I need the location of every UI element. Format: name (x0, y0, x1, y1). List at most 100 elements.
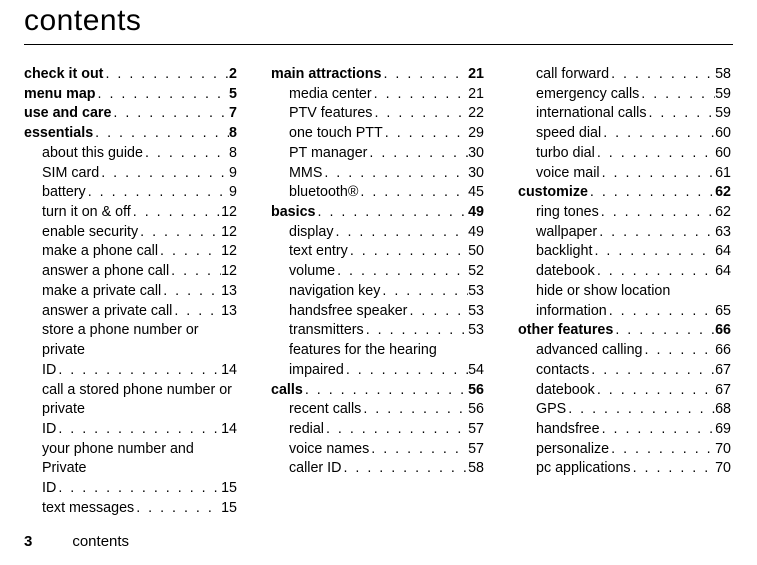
toc-page: 59 (715, 104, 731, 124)
toc-page: 21 (468, 85, 484, 105)
toc-entry[interactable]: PTV features. . . . . . . . . . . . . . … (271, 104, 484, 124)
toc-label: answer a phone call (24, 262, 169, 282)
toc-entry[interactable]: menu map. . . . . . . . . . . . . . . . … (24, 85, 237, 105)
toc-label: text messages (24, 499, 134, 519)
toc-page: 14 (221, 361, 237, 381)
toc-entry[interactable]: emergency calls. . . . . . . . . . . . .… (518, 85, 731, 105)
toc-leader: . . . . . . . . . . . . . . . . . . . . … (334, 223, 469, 243)
toc-entry[interactable]: your phone number and Private (24, 440, 237, 479)
toc-entry[interactable]: hide or show location (518, 282, 731, 302)
toc-entry[interactable]: turbo dial. . . . . . . . . . . . . . . … (518, 144, 731, 164)
toc-label: handsfree (518, 420, 600, 440)
toc-col-1: check it out. . . . . . . . . . . . . . … (24, 65, 237, 519)
toc-entry[interactable]: media center. . . . . . . . . . . . . . … (271, 85, 484, 105)
toc-page: 66 (715, 321, 731, 341)
toc-page: 2 (229, 65, 237, 85)
toc-entry[interactable]: main attractions. . . . . . . . . . . . … (271, 65, 484, 85)
toc-label: hide or show location (518, 282, 670, 302)
toc-page: 56 (468, 400, 484, 420)
toc-entry[interactable]: datebook. . . . . . . . . . . . . . . . … (518, 262, 731, 282)
toc-page: 7 (229, 104, 237, 124)
toc-entry[interactable]: calls. . . . . . . . . . . . . . . . . .… (271, 381, 484, 401)
toc-leader: . . . . . . . . . . . . . . . . . . . . … (367, 144, 468, 164)
toc-entry[interactable]: call a stored phone number or private (24, 381, 237, 420)
toc-label: customize (518, 183, 588, 203)
toc-entry[interactable]: volume. . . . . . . . . . . . . . . . . … (271, 262, 484, 282)
toc-page: 45 (468, 183, 484, 203)
footer-page: 3 (24, 533, 32, 550)
toc-label: recent calls (271, 400, 361, 420)
toc-leader: . . . . . . . . . . . . . . . . . . . . … (588, 183, 715, 203)
toc-entry[interactable]: backlight. . . . . . . . . . . . . . . .… (518, 242, 731, 262)
toc-entry[interactable]: features for the hearing (271, 341, 484, 361)
toc-columns: check it out. . . . . . . . . . . . . . … (24, 65, 733, 519)
toc-entry[interactable]: battery. . . . . . . . . . . . . . . . .… (24, 183, 237, 203)
toc-entry[interactable]: essentials. . . . . . . . . . . . . . . … (24, 124, 237, 144)
toc-entry[interactable]: caller ID. . . . . . . . . . . . . . . .… (271, 459, 484, 479)
toc-leader: . . . . . . . . . . . . . . . . . . . . … (93, 124, 229, 144)
toc-page: 15 (221, 479, 237, 499)
toc-entry[interactable]: ring tones. . . . . . . . . . . . . . . … (518, 203, 731, 223)
toc-entry[interactable]: voice mail. . . . . . . . . . . . . . . … (518, 164, 731, 184)
toc-page: 12 (221, 262, 237, 282)
toc-entry[interactable]: voice names. . . . . . . . . . . . . . .… (271, 440, 484, 460)
toc-entry[interactable]: pc applications. . . . . . . . . . . . .… (518, 459, 731, 479)
toc-entry[interactable]: redial. . . . . . . . . . . . . . . . . … (271, 420, 484, 440)
toc-page: 70 (715, 440, 731, 460)
toc-entry[interactable]: text entry. . . . . . . . . . . . . . . … (271, 242, 484, 262)
toc-entry[interactable]: recent calls. . . . . . . . . . . . . . … (271, 400, 484, 420)
toc-entry[interactable]: call forward. . . . . . . . . . . . . . … (518, 65, 731, 85)
toc-entry[interactable]: check it out. . . . . . . . . . . . . . … (24, 65, 237, 85)
toc-entry[interactable]: datebook. . . . . . . . . . . . . . . . … (518, 381, 731, 401)
toc-entry[interactable]: about this guide. . . . . . . . . . . . … (24, 144, 237, 164)
toc-label: one touch PTT (271, 124, 383, 144)
toc-entry[interactable]: transmitters. . . . . . . . . . . . . . … (271, 321, 484, 341)
toc-entry[interactable]: turn it on & off. . . . . . . . . . . . … (24, 203, 237, 223)
toc-entry[interactable]: store a phone number or private (24, 321, 237, 360)
toc-entry[interactable]: navigation key. . . . . . . . . . . . . … (271, 282, 484, 302)
toc-entry[interactable]: speed dial. . . . . . . . . . . . . . . … (518, 124, 731, 144)
toc-label: datebook (518, 381, 595, 401)
toc-entry[interactable]: advanced calling. . . . . . . . . . . . … (518, 341, 731, 361)
toc-entry[interactable]: use and care. . . . . . . . . . . . . . … (24, 104, 237, 124)
toc-entry[interactable]: answer a private call. . . . . . . . . .… (24, 302, 237, 322)
toc-entry[interactable]: customize. . . . . . . . . . . . . . . .… (518, 183, 731, 203)
toc-page: 53 (468, 302, 484, 322)
toc-page: 68 (715, 400, 731, 420)
toc-entry[interactable]: contacts. . . . . . . . . . . . . . . . … (518, 361, 731, 381)
toc-leader: . . . . . . . . . . . . . . . . . . . . … (138, 223, 221, 243)
toc-entry[interactable]: enable security. . . . . . . . . . . . .… (24, 223, 237, 243)
toc-entry[interactable]: answer a phone call. . . . . . . . . . .… (24, 262, 237, 282)
toc-entry[interactable]: basics. . . . . . . . . . . . . . . . . … (271, 203, 484, 223)
toc-label: SIM card (24, 164, 99, 184)
toc-label: backlight (518, 242, 592, 262)
toc-entry[interactable]: other features. . . . . . . . . . . . . … (518, 321, 731, 341)
toc-entry[interactable]: handsfree speaker. . . . . . . . . . . .… (271, 302, 484, 322)
toc-entry[interactable]: GPS. . . . . . . . . . . . . . . . . . .… (518, 400, 731, 420)
toc-page: 62 (715, 183, 731, 203)
toc-entry[interactable]: international calls. . . . . . . . . . .… (518, 104, 731, 124)
toc-page: 58 (715, 65, 731, 85)
toc-entry[interactable]: text messages. . . . . . . . . . . . . .… (24, 499, 237, 519)
toc-label: calls (271, 381, 303, 401)
toc-entry[interactable]: personalize. . . . . . . . . . . . . . .… (518, 440, 731, 460)
toc-page: 60 (715, 124, 731, 144)
toc-entry[interactable]: wallpaper. . . . . . . . . . . . . . . .… (518, 223, 731, 243)
toc-entry[interactable]: bluetooth®. . . . . . . . . . . . . . . … (271, 183, 484, 203)
toc-entry[interactable]: handsfree. . . . . . . . . . . . . . . .… (518, 420, 731, 440)
toc-label: use and care (24, 104, 111, 124)
toc-entry[interactable]: make a private call. . . . . . . . . . .… (24, 282, 237, 302)
toc-entry[interactable]: MMS. . . . . . . . . . . . . . . . . . .… (271, 164, 484, 184)
toc-label: information (518, 302, 607, 322)
toc-label: make a private call (24, 282, 161, 302)
toc-label: other features (518, 321, 613, 341)
toc-entry[interactable]: one touch PTT. . . . . . . . . . . . . .… (271, 124, 484, 144)
toc-label: essentials (24, 124, 93, 144)
toc-entry[interactable]: display. . . . . . . . . . . . . . . . .… (271, 223, 484, 243)
toc-page: 60 (715, 144, 731, 164)
toc-entry[interactable]: make a phone call. . . . . . . . . . . .… (24, 242, 237, 262)
toc-col-3: call forward. . . . . . . . . . . . . . … (518, 65, 731, 519)
toc-leader: . . . . . . . . . . . . . . . . . . . . … (56, 479, 221, 499)
toc-entry[interactable]: SIM card. . . . . . . . . . . . . . . . … (24, 164, 237, 184)
toc-entry[interactable]: PT manager. . . . . . . . . . . . . . . … (271, 144, 484, 164)
